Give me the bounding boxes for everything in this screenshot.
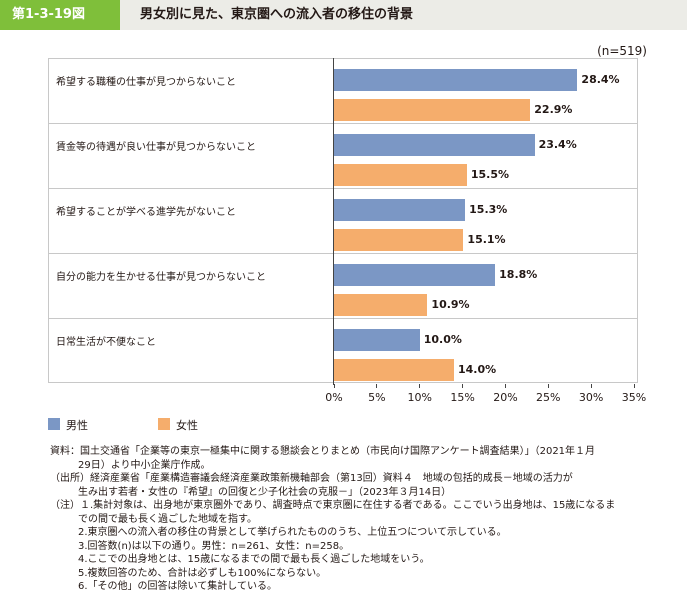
bar-female	[334, 294, 428, 316]
x-tick-label: 0%	[325, 391, 343, 404]
x-tick-mark	[419, 384, 421, 388]
x-tick-mark	[547, 384, 549, 388]
source-notes: 資料：国土交通省「企業等の東京一極集中に関する懇談会とりまとめ（市民向け国際アン…	[50, 445, 670, 594]
figure-title: 男女別に見た、東京圏への流入者の移住の背景	[140, 7, 414, 22]
x-tick-label: 15%	[450, 391, 475, 404]
value-label: 14.0%	[458, 363, 497, 376]
legend-swatch-female	[158, 418, 170, 430]
note-line: 2.東京圏への流入者の移住の背景として挙げられたもののうち、上位五つについて示し…	[78, 527, 507, 538]
category-label: 日常生活が不便なこと	[56, 337, 156, 348]
x-tick-mark	[590, 384, 592, 388]
x-tick-mark	[504, 384, 506, 388]
value-label: 23.4%	[538, 138, 577, 151]
plot-area	[48, 58, 638, 383]
category-label: 賃金等の待遇が良い仕事が見つからないこと	[56, 142, 256, 153]
y-axis-line	[333, 58, 334, 385]
x-tick-mark	[333, 384, 335, 388]
category-divider	[48, 318, 638, 319]
bar-male	[334, 199, 466, 221]
category-divider	[48, 123, 638, 124]
note-line: での間で最も長く過ごした地域を指す。	[78, 513, 257, 525]
x-tick-label: 30%	[578, 391, 604, 404]
bar-male	[334, 69, 578, 91]
value-label: 10.9%	[431, 298, 470, 311]
value-label: 15.5%	[470, 168, 510, 181]
x-tick-label: 10%	[407, 391, 432, 404]
value-label: 15.1%	[467, 233, 506, 246]
bar-female	[334, 164, 467, 186]
category-divider	[48, 188, 638, 189]
note-line: 4.ここでの出身地とは、15歳になるまでの間で最も長く過ごした地域をいう。	[78, 554, 430, 565]
note-line: （注）１.集計対象は、出身地が東京圏外であり、調査時点で東京圏に在住する者である…	[50, 500, 616, 511]
note-line: 29日）より中小企業庁作成。	[78, 459, 211, 471]
note-line: 5.複数回答のため、合計は必ずしも100%にならない。	[78, 567, 327, 579]
category-label: 希望する職種の仕事が見つからないこと	[56, 77, 236, 88]
note-line: 生み出す若者・女性の『希望』の回復と少子化社会の克服－」（2023年３月14日）	[78, 486, 452, 498]
bar-male	[334, 264, 496, 286]
x-tick-label: 5%	[368, 391, 386, 404]
value-label: 28.4%	[581, 73, 620, 86]
note-line: 資料：国土交通省「企業等の東京一極集中に関する懇談会とりまとめ（市民向け国際アン…	[50, 446, 596, 457]
legend-swatch-male	[48, 418, 60, 430]
category-divider	[48, 253, 638, 254]
bar-male	[334, 134, 535, 156]
sample-size-label: (n=519)	[597, 44, 647, 58]
category-label: 自分の能力を生かせる仕事が見つからないこと	[56, 272, 266, 283]
x-tick-mark	[376, 384, 378, 388]
bar-female	[334, 229, 464, 251]
x-tick-mark	[462, 384, 464, 388]
figure-header: 第1-3-19図 男女別に見た、東京圏への流入者の移住の背景	[0, 0, 687, 30]
legend-label-male: 男性	[66, 419, 88, 432]
note-line: 6.「その他」の回答は除いて集計している。	[78, 581, 277, 592]
legend-label-female: 女性	[176, 419, 198, 432]
note-line: 3.回答数(n)は以下の通り。男性：n=261、女性：n=258。	[78, 540, 350, 552]
x-tick-label: 20%	[493, 391, 518, 404]
bar-female	[334, 99, 531, 121]
note-line: （出所）経済産業省「産業構造審議会経済産業政策新機軸部会（第13回）資料４ 地域…	[50, 473, 573, 484]
value-label: 15.3%	[469, 203, 508, 216]
x-tick-mark	[633, 384, 635, 388]
value-label: 18.8%	[499, 268, 538, 281]
x-tick-label: 35%	[621, 391, 647, 404]
x-tick-label: 25%	[536, 391, 561, 404]
bar-female	[334, 359, 454, 381]
bar-male	[334, 329, 420, 351]
category-label: 希望することが学べる進学先がないこと	[56, 207, 236, 218]
value-label: 22.9%	[534, 103, 573, 116]
value-label: 10.0%	[423, 333, 462, 346]
figure-number: 第1-3-19図	[0, 0, 120, 30]
